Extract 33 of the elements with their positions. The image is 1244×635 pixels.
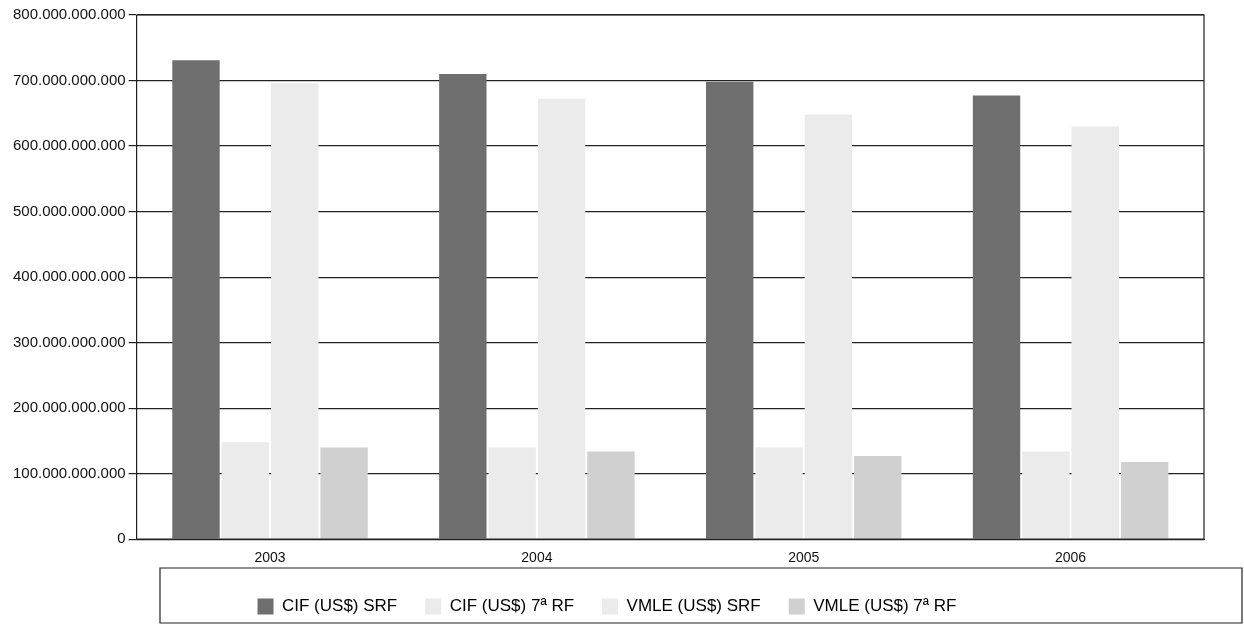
bar [488,447,536,539]
bar [172,60,220,539]
bar [271,83,319,539]
y-tick-label: 300.000.000.000 [12,332,126,350]
bar [221,442,270,539]
y-tick-label: 500.000.000.000 [12,201,126,219]
legend-label: CIF (US$) SRF [282,596,398,616]
bar [1071,126,1119,539]
x-tick-label: 2005 [788,549,820,566]
y-tick-label: 400.000.000.000 [12,267,126,285]
legend-label: VMLE (US$) SRF [626,596,761,616]
bar [854,455,902,539]
bar [320,447,368,539]
x-tick-label: 2004 [521,549,553,566]
legend-label: VMLE (US$) 7ª RF [813,596,957,616]
y-tick-label: 700.000.000.000 [12,70,126,88]
legend-label: CIF (US$) 7ª RF [449,596,575,616]
x-tick-label: 2006 [1055,549,1087,566]
bar [1022,451,1070,539]
y-tick-label: 200.000.000.000 [12,398,126,416]
x-tick-label: 2003 [254,549,286,566]
bar [537,98,586,539]
bar [972,95,1021,539]
bar [705,81,754,539]
y-tick-label: 100.000.000.000 [12,463,126,481]
y-tick-label: 0 [117,529,126,547]
bar [439,73,487,539]
y-tick-label: 600.000.000.000 [12,136,126,154]
bar [804,114,853,539]
bar [1120,461,1169,539]
y-tick-label: 800.000.000.000 [12,5,126,23]
bar [755,447,803,539]
bar [587,451,635,539]
